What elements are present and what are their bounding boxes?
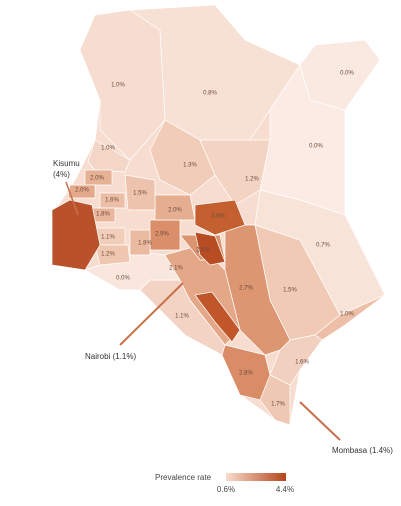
- county-label: 1.7%: [271, 402, 285, 408]
- central-counties: [194, 231, 226, 266]
- county-label: 1.0%: [101, 146, 115, 152]
- county-label: 2.0%: [75, 188, 89, 194]
- kisumu-arrow: [65, 181, 79, 216]
- county-label: 1.6%: [105, 198, 119, 204]
- nairobi-label: Nairobi (1.1%): [85, 352, 136, 361]
- western-counties: [51, 199, 101, 271]
- county: [128, 4, 301, 141]
- county-label: 0.0%: [340, 71, 354, 77]
- legend-title: Prevalence rate: [155, 473, 212, 482]
- county-label: 0.0%: [116, 276, 130, 282]
- county-label: 1.6%: [295, 360, 309, 366]
- makueni-strip: [194, 291, 241, 343]
- county: [269, 334, 323, 386]
- county-label: 1.0%: [340, 312, 354, 318]
- county-label: 1.0%: [111, 83, 125, 89]
- county-label: 1.1%: [101, 235, 115, 241]
- county: [129, 229, 151, 256]
- county-label: 3.6%: [211, 214, 225, 220]
- county-label: 2.8%: [239, 371, 253, 377]
- county-label: 1.8%: [138, 241, 152, 247]
- county-label: 1.2%: [245, 177, 259, 183]
- county-label: 1.8%: [96, 212, 110, 218]
- county: [99, 192, 126, 209]
- county: [194, 199, 246, 236]
- mombasa-label: Mombasa (1.4%): [332, 446, 393, 455]
- legend-min: 0.6%: [217, 485, 235, 494]
- county-label: 1.5%: [133, 191, 147, 197]
- county-label: 1.3%: [183, 163, 197, 169]
- county-label: 1.2%: [101, 252, 115, 258]
- county-label: 2.5%: [196, 248, 210, 254]
- mombasa-arrow: [299, 401, 341, 441]
- county: [94, 244, 131, 266]
- region-labels: 1.0% 0.8% 0.0% 1.0% 1.3% 0.0% 1.2% 0.7% 1.5% 1.0%…: [75, 71, 354, 408]
- county: [154, 194, 196, 221]
- kisumu-label: Kisumu: [53, 159, 80, 168]
- county: [124, 174, 156, 211]
- legend-gradient: [226, 473, 286, 481]
- county-label: 2.0%: [168, 208, 182, 214]
- county: [67, 184, 96, 199]
- county-label: 1.5%: [283, 288, 297, 294]
- county: [84, 169, 113, 186]
- county-label: 2.0%: [90, 176, 104, 182]
- county-label: 0.0%: [309, 144, 323, 150]
- regions: [67, 4, 386, 426]
- nairobi-arrow: [119, 282, 184, 346]
- county-label: 2.7%: [239, 286, 253, 292]
- county-label: 0.8%: [203, 91, 217, 97]
- county-label: 1.1%: [175, 314, 189, 320]
- county: [314, 294, 386, 341]
- county-label: 2.9%: [155, 232, 169, 238]
- kisumu-value: (4%): [53, 170, 70, 179]
- legend-max: 4.4%: [276, 485, 294, 494]
- county-label: 2.1%: [169, 266, 183, 272]
- county-label: 0.7%: [316, 243, 330, 249]
